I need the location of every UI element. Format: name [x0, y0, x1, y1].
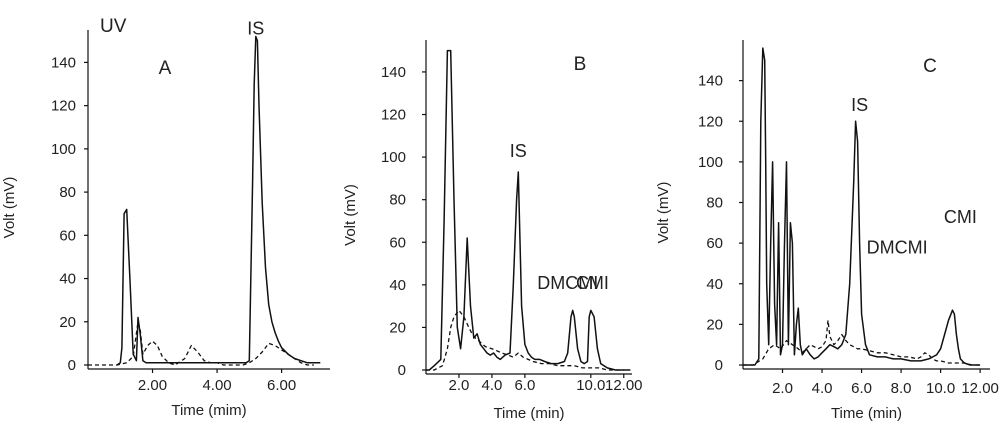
y-tick-label: 100 [698, 154, 723, 171]
panel-label: B [574, 54, 587, 75]
y-tick-label: 140 [51, 54, 76, 71]
y-tick-label: 40 [389, 277, 406, 294]
y-tick-label: 20 [706, 316, 723, 333]
x-tick-label: 12.00 [605, 377, 643, 394]
y-tick-label: 120 [698, 113, 723, 130]
y-tick-label: 80 [706, 195, 723, 212]
solid-trace [116, 35, 321, 366]
y-tick-label: 100 [51, 141, 76, 158]
solid-trace [426, 49, 631, 371]
y-tick-label: 40 [59, 271, 76, 288]
dashed-trace [426, 309, 624, 371]
y-tick-label: 140 [381, 64, 406, 81]
y-axis-label: Volt (mV) [342, 184, 359, 246]
x-tick-label: 2.0 [772, 380, 793, 397]
x-tick-label: 12.00 [961, 380, 999, 397]
x-tick-label: 4.0 [481, 377, 502, 394]
x-axis-label: Time (min) [493, 405, 564, 422]
x-tick-label: 4.0 [812, 380, 833, 397]
y-tick-label: 20 [59, 314, 76, 331]
x-tick-label: 2.0 [449, 377, 470, 394]
x-tick-label: 10.0 [926, 380, 955, 397]
x-tick-label: 6.0 [514, 377, 535, 394]
x-tick-label: 2.00 [138, 377, 167, 394]
y-tick-label: 0 [398, 362, 406, 379]
peak-annotation: DMCMI [867, 237, 928, 257]
y-tick-label: 20 [389, 319, 406, 336]
x-tick-label: 6.00 [267, 377, 296, 394]
y-axis-label: Volt (mV) [1, 177, 18, 239]
y-tick-label: 120 [381, 107, 406, 124]
y-tick-label: 120 [51, 98, 76, 115]
solid-trace [743, 47, 981, 366]
y-tick-label: 80 [59, 184, 76, 201]
panel-label: C [923, 56, 937, 77]
peak-annotation: IS [851, 95, 868, 115]
chromatogram-panel-b: 0 20 40 60 80 100 120 140 2.0 4.0 6.0 10.0 12.00 Volt… [342, 40, 643, 422]
chromatogram-panel-c: 0 20 40 60 80 100 120 140 2.0 4.0 6.0 8.0 10.0 12.00 V… [655, 40, 999, 422]
y-tick-label: 140 [698, 73, 723, 90]
dashed-trace [88, 321, 314, 366]
panel-label: A [159, 58, 172, 79]
x-tick-label: 10.0 [576, 377, 605, 394]
x-axis-label: Time (min) [831, 405, 902, 422]
y-tick-label: 60 [706, 235, 723, 252]
peak-annotation: IS [247, 18, 264, 38]
y-tick-label: 60 [59, 227, 76, 244]
x-tick-label: 4.00 [202, 377, 231, 394]
dashed-trace [743, 319, 981, 366]
x-axis-label: Time (mim) [171, 402, 246, 419]
y-tick-label: 80 [389, 192, 406, 209]
detector-label: UV [100, 16, 127, 37]
x-tick-label: 6.0 [851, 380, 872, 397]
y-tick-label: 0 [68, 357, 76, 374]
y-axis-label: Volt (mV) [655, 182, 672, 244]
peak-annotation: IS [510, 141, 527, 161]
peak-annotation: CMI [576, 273, 609, 293]
peak-annotation: CMI [944, 207, 977, 227]
peak-annotation: DMCMI [537, 273, 598, 293]
y-tick-label: 0 [715, 357, 723, 374]
y-tick-label: 60 [389, 234, 406, 251]
y-tick-label: 100 [381, 149, 406, 166]
y-tick-label: 40 [706, 276, 723, 293]
x-tick-label: 8.0 [891, 380, 912, 397]
chromatogram-panel-a: 0 20 40 60 80 100 120 140 2.00 4.00 6.00 Volt (mV) T… [1, 16, 330, 419]
